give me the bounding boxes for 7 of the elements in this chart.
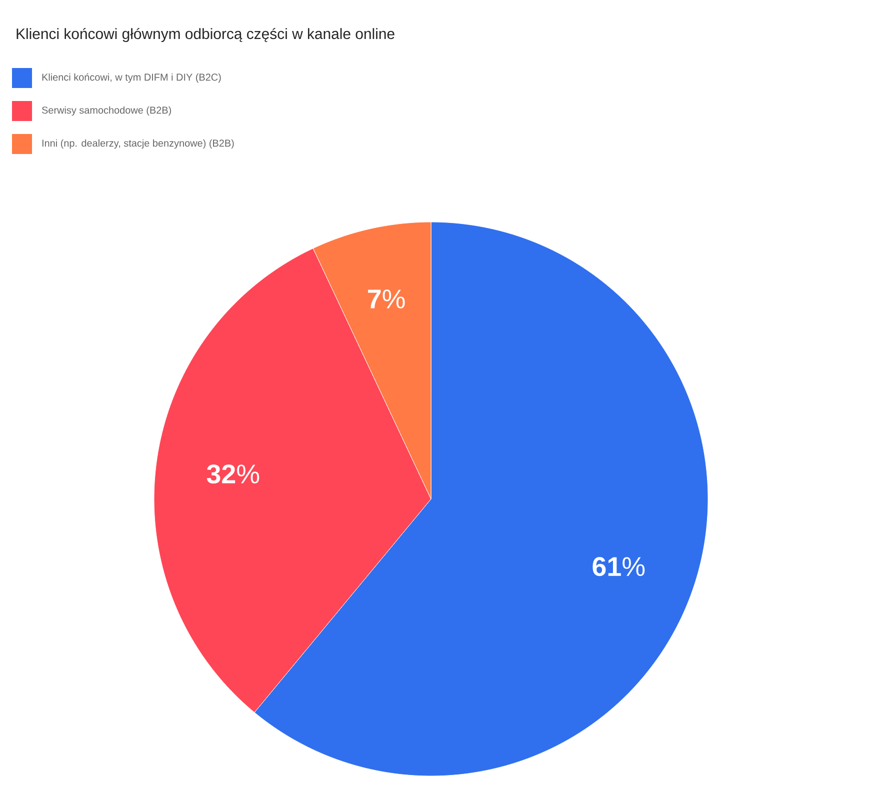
chart-title: Klienci końcowi głównym odbiorcą części w kanale online xyxy=(16,28,394,42)
legend-label: Inni (np. dealerzy, stacje benzynowe) (B2B) xyxy=(42,139,234,149)
data-label: 7% xyxy=(368,290,405,308)
data-label: 32% xyxy=(206,464,260,484)
legend-label: Klienci końcowi, w tym DIFM i DIY (B2C) xyxy=(42,73,221,83)
data-label: 61% xyxy=(592,557,645,576)
legend-label: Serwisy samochodowe (B2B) xyxy=(42,106,172,116)
